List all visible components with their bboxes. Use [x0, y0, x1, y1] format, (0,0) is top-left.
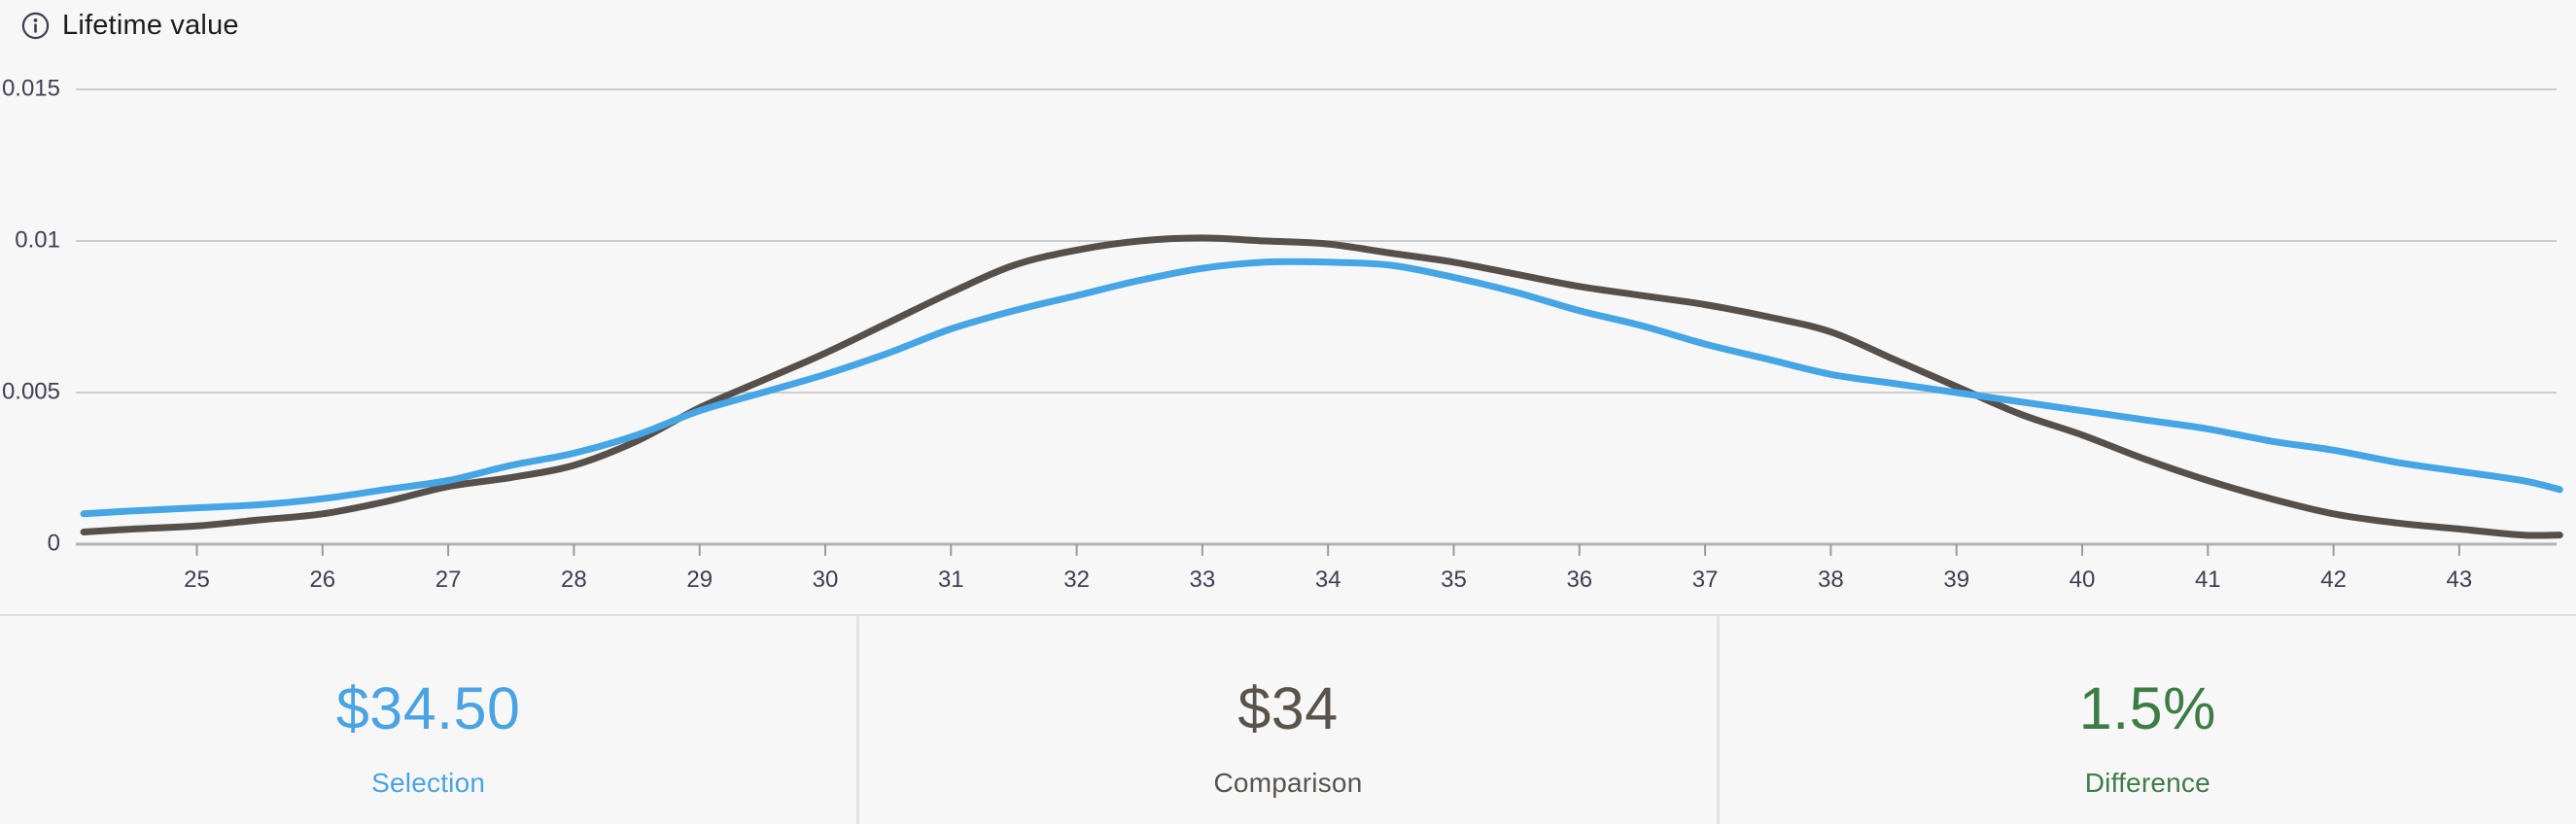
- x-tick-label: 29: [686, 566, 713, 593]
- chart-title: Lifetime value: [62, 10, 239, 41]
- stat-selection: $34.50 Selection: [0, 616, 856, 824]
- x-tick-label: 28: [561, 566, 587, 593]
- x-tick-label: 41: [2195, 566, 2221, 593]
- comparison-label: Comparison: [1213, 768, 1363, 799]
- selection-line: [80, 258, 2563, 518]
- x-tick-label: 26: [309, 566, 335, 593]
- x-tick-label: 25: [184, 566, 210, 593]
- x-tick-label: 42: [2320, 566, 2347, 593]
- stat-comparison: $34 Comparison: [856, 616, 1716, 824]
- x-tick-label: 34: [1315, 566, 1341, 593]
- y-tick-label: 0.005: [2, 378, 60, 404]
- x-tick-label: 43: [2447, 566, 2473, 593]
- y-tick-label: 0.015: [2, 75, 60, 101]
- chart-header: Lifetime value: [21, 10, 239, 42]
- x-tick-label: 30: [813, 566, 839, 593]
- x-tick-label: 31: [938, 566, 964, 593]
- comparison-value: $34: [1237, 675, 1339, 741]
- difference-label: Difference: [2084, 768, 2210, 799]
- info-circle-icon[interactable]: [21, 12, 50, 40]
- x-tick-label: 39: [1943, 566, 1969, 593]
- x-tick-label: 33: [1190, 566, 1216, 593]
- x-tick-label: 35: [1441, 566, 1467, 593]
- y-tick-label: 0.01: [15, 226, 60, 253]
- stats-row: $34.50 Selection $34 Comparison 1.5% Dif…: [0, 614, 2576, 824]
- lifetime-value-plot: 0 0.005 0.01 0.015 25 26 27 28 29 30 31 32 33 34 35 36 3…: [2, 75, 2563, 593]
- x-tick-label: 27: [435, 566, 462, 593]
- selection-value: $34.50: [335, 675, 521, 741]
- lifetime-value-chart-section: Lifetime value 0 0.005 0.01 0.015 25 26 27 28 29…: [2, 10, 2563, 593]
- x-tick-label: 40: [2070, 566, 2096, 593]
- difference-value: 1.5%: [2078, 675, 2216, 741]
- x-tick-label: 32: [1063, 566, 1090, 593]
- stat-difference: 1.5% Difference: [1716, 616, 2576, 824]
- comparison-line: [80, 234, 2563, 539]
- x-tick-label: 38: [1818, 566, 1844, 593]
- x-tick-label: 37: [1692, 566, 1719, 593]
- y-tick-label: 0: [48, 530, 60, 556]
- x-tick-label: 36: [1566, 566, 1592, 593]
- selection-label: Selection: [371, 768, 486, 799]
